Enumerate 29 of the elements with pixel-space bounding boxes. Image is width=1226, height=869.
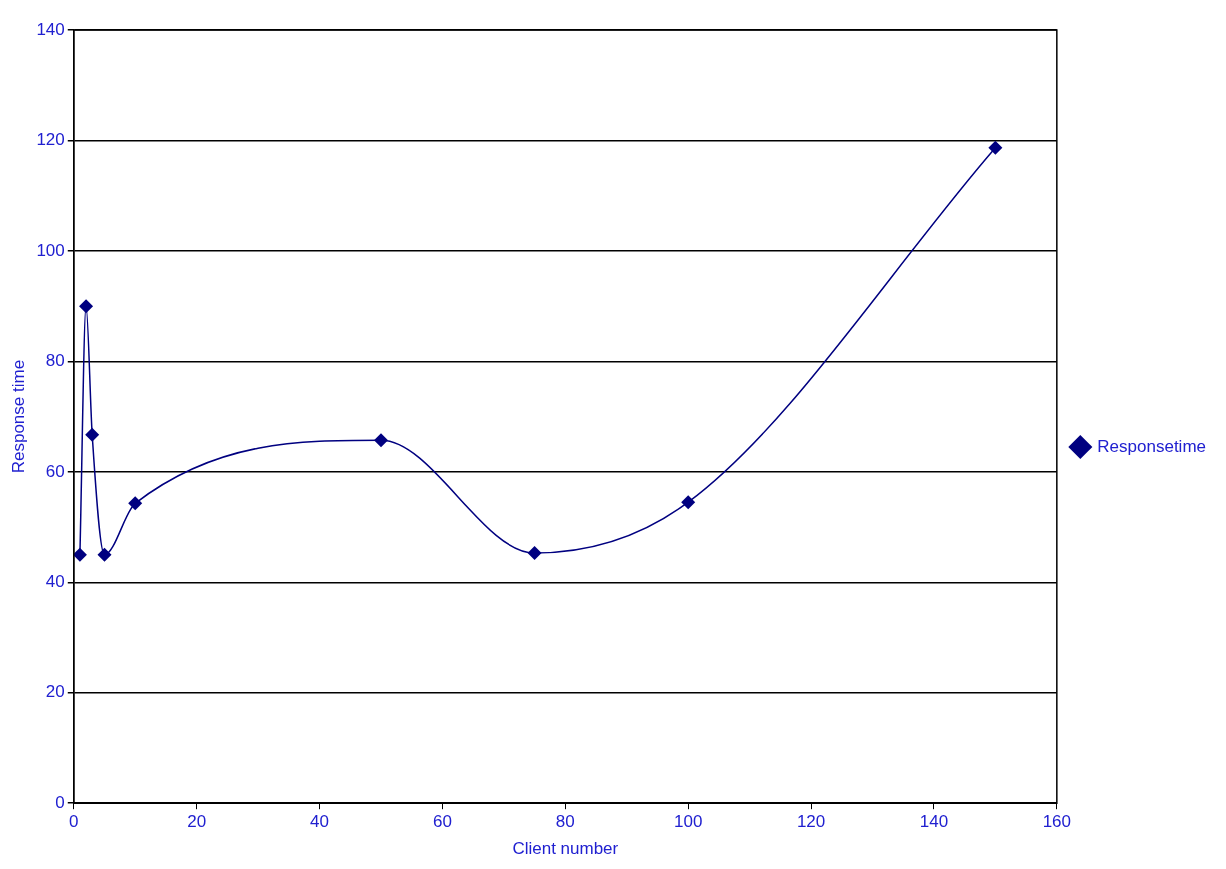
point (988, 140, 1003, 155)
y-tick-label: 20 (45, 682, 65, 702)
y-tick-label: 100 (36, 240, 65, 260)
y-tick-label: 0 (55, 792, 65, 812)
point (97, 547, 112, 562)
y-tick-label: 120 (36, 130, 65, 150)
x-tick-label: 140 (919, 812, 949, 832)
y-tick-label: 140 (36, 19, 65, 39)
x-tick-label: 160 (1042, 812, 1072, 832)
x-tick-label: 40 (310, 812, 329, 832)
x-tick-label: 60 (432, 812, 452, 832)
point (85, 427, 100, 442)
y-tick-label: 40 (45, 571, 65, 591)
y-tick-label: 80 (45, 351, 65, 371)
y-axis-title: Response time (8, 359, 28, 474)
legend-label: Responsetime (1097, 436, 1207, 456)
point (73, 547, 87, 562)
point (681, 495, 696, 510)
point (79, 299, 94, 314)
x-tick-label: 100 (674, 812, 703, 832)
x-axis-title: Client number (512, 839, 619, 859)
x-tick-label: 0 (69, 812, 79, 832)
x-tick-label: 20 (187, 812, 207, 832)
y-tick-label: 60 (45, 461, 65, 481)
point (128, 496, 143, 511)
point (373, 433, 388, 448)
x-tick-label: 120 (796, 812, 826, 832)
point (527, 546, 542, 561)
x-tick-label: 80 (555, 812, 575, 832)
